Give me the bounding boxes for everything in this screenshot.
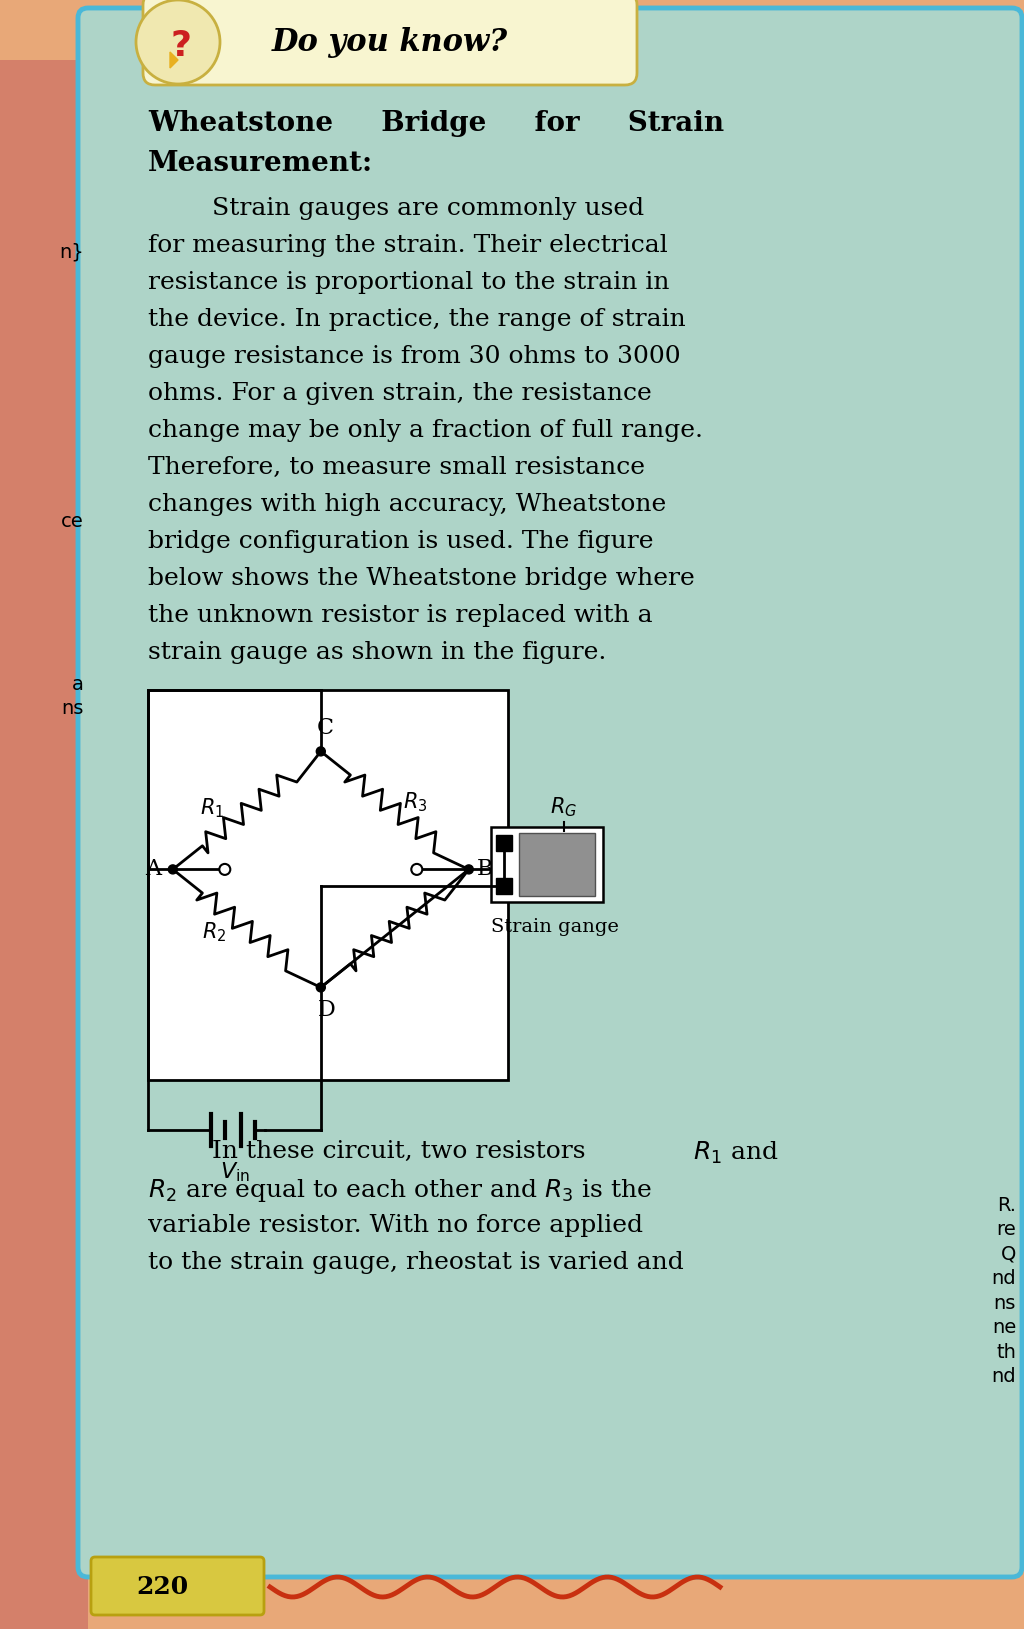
Bar: [496, 878, 512, 894]
Text: $V_{\rm in}$: $V_{\rm in}$: [220, 1160, 250, 1184]
Bar: [0, 60, 88, 1629]
Text: B: B: [477, 858, 494, 880]
Text: $R_1$ and: $R_1$ and: [693, 1140, 778, 1166]
Text: $R_2$: $R_2$: [203, 920, 226, 945]
Text: changes with high accuracy, Wheatstone: changes with high accuracy, Wheatstone: [148, 494, 667, 516]
Circle shape: [412, 863, 422, 875]
Text: ns: ns: [61, 699, 84, 718]
Circle shape: [316, 748, 326, 756]
FancyBboxPatch shape: [143, 0, 637, 85]
Text: strain gauge as shown in the figure.: strain gauge as shown in the figure.: [148, 640, 606, 665]
Text: bridge configuration is used. The figure: bridge configuration is used. The figure: [148, 529, 653, 552]
Text: re: re: [996, 1220, 1016, 1240]
Text: $R_3$: $R_3$: [402, 790, 427, 814]
Text: to the strain gauge, rheostat is varied and: to the strain gauge, rheostat is varied …: [148, 1251, 684, 1274]
Polygon shape: [170, 52, 178, 68]
Text: D: D: [317, 1000, 336, 1021]
Text: A: A: [144, 858, 161, 880]
Text: $R_G$: $R_G$: [550, 797, 578, 819]
Text: $R_2$ are equal to each other and $R_3$ is the: $R_2$ are equal to each other and $R_3$ …: [148, 1178, 651, 1204]
Text: gauge resistance is from 30 ohms to 3000: gauge resistance is from 30 ohms to 3000: [148, 345, 681, 368]
Circle shape: [219, 863, 230, 875]
Text: change may be only a fraction of full range.: change may be only a fraction of full ra…: [148, 419, 703, 441]
Bar: [148, 691, 508, 1080]
Text: n}: n}: [59, 243, 84, 262]
Text: ohms. For a given strain, the resistance: ohms. For a given strain, the resistance: [148, 381, 651, 406]
Text: Wheatstone     Bridge     for     Strain: Wheatstone Bridge for Strain: [148, 111, 724, 137]
Text: below shows the Wheatstone bridge where: below shows the Wheatstone bridge where: [148, 567, 694, 590]
Text: R.: R.: [997, 1196, 1016, 1215]
Text: resistance is proportional to the strain in: resistance is proportional to the strain…: [148, 270, 670, 293]
Circle shape: [136, 0, 220, 85]
Bar: [519, 834, 595, 896]
Circle shape: [464, 865, 473, 873]
Text: the device. In practice, the range of strain: the device. In practice, the range of st…: [148, 308, 686, 331]
Bar: [496, 836, 512, 852]
Bar: [490, 828, 603, 902]
Text: Measurement:: Measurement:: [148, 150, 373, 178]
Text: a: a: [72, 674, 84, 694]
Text: Strain gauges are commonly used: Strain gauges are commonly used: [148, 197, 644, 220]
Text: nd: nd: [991, 1269, 1016, 1289]
Circle shape: [168, 865, 177, 873]
Text: ?: ?: [171, 29, 191, 64]
Text: ne: ne: [992, 1318, 1016, 1337]
Text: for measuring the strain. Their electrical: for measuring the strain. Their electric…: [148, 235, 668, 257]
Text: ce: ce: [61, 512, 84, 531]
Text: Strain gange: Strain gange: [490, 919, 618, 937]
Circle shape: [316, 982, 326, 992]
Text: variable resistor. With no force applied: variable resistor. With no force applied: [148, 1214, 643, 1236]
Text: the unknown resistor is replaced with a: the unknown resistor is replaced with a: [148, 604, 652, 627]
Text: nd: nd: [991, 1367, 1016, 1386]
Text: Do you know?: Do you know?: [272, 26, 508, 57]
Text: ns: ns: [993, 1293, 1016, 1313]
Text: Q: Q: [1000, 1245, 1016, 1264]
Text: In these circuit, two resistors: In these circuit, two resistors: [148, 1140, 594, 1163]
Text: 220: 220: [136, 1575, 188, 1600]
Text: C: C: [316, 717, 333, 740]
Text: $R_1$: $R_1$: [201, 797, 225, 819]
Text: th: th: [996, 1342, 1016, 1362]
Text: Therefore, to measure small resistance: Therefore, to measure small resistance: [148, 456, 645, 479]
FancyBboxPatch shape: [78, 8, 1022, 1577]
FancyBboxPatch shape: [91, 1557, 264, 1614]
